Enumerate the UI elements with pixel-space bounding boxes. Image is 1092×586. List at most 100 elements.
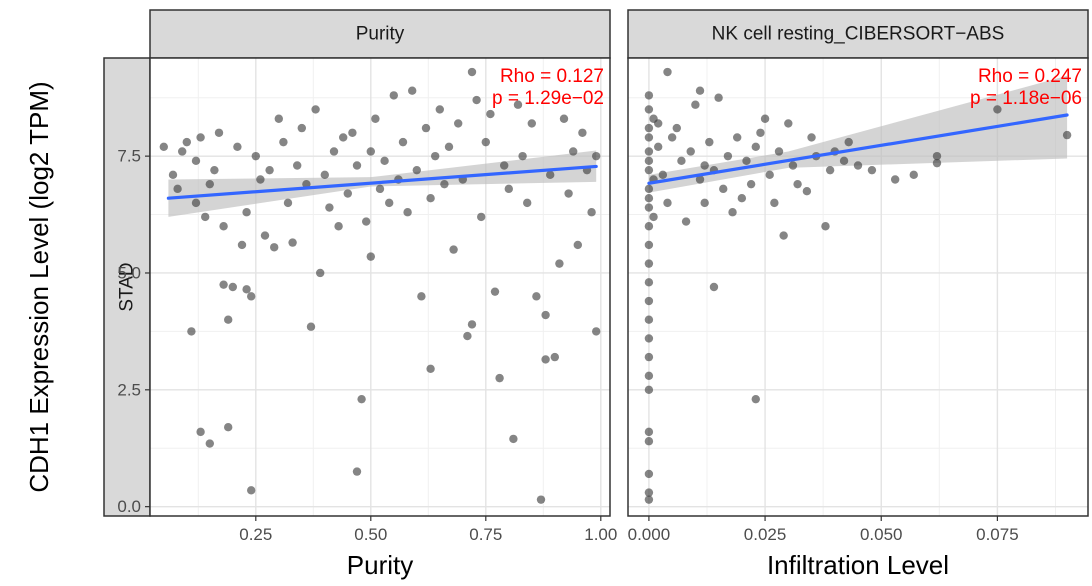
panel-purity-data-point: [196, 133, 205, 142]
panel-nk-cell-data-point: [644, 315, 654, 324]
panel-purity-data-point: [196, 427, 205, 437]
panel-purity-rho: Rho = 0.127: [500, 66, 604, 87]
panel-nk-cell-data-point: [658, 170, 668, 180]
panel-nk-cell-data-point: [788, 161, 798, 170]
panel-purity-data-point: [463, 331, 472, 341]
panel-nk-cell-data-point: [793, 179, 802, 189]
panel-nk-cell-data-point: [644, 203, 654, 212]
panel-nk-cell-x-tick-label: 0.025: [744, 525, 787, 544]
panel-purity-data-point: [559, 114, 569, 123]
panel-purity-data-point: [297, 123, 306, 133]
panel-purity-data-point: [343, 189, 352, 198]
panel-purity-data-point: [569, 147, 578, 156]
panel-nk-cell-data-point: [695, 86, 705, 95]
panel-purity-data-point: [357, 394, 366, 404]
panel-purity-data-point: [191, 198, 201, 208]
panel-nk-cell-data-point: [686, 147, 695, 156]
panel-purity-data-point: [417, 292, 426, 301]
panel-purity-data-point: [389, 91, 398, 100]
panel-purity-data-point: [168, 170, 178, 180]
panel-purity-data-point: [219, 280, 228, 289]
panel-purity-x-tick-label: 0.75: [469, 525, 502, 544]
y-tick-label: 7.5: [117, 147, 141, 166]
panel-purity-data-point: [541, 310, 550, 320]
panel-nk-cell-data-point: [654, 142, 663, 151]
panel-purity-x-tick-label: 0.25: [239, 525, 272, 544]
panel-purity-data-point: [339, 133, 348, 142]
panel-purity-data-point: [173, 184, 182, 194]
panel-purity-fit-line: [166, 164, 598, 200]
panel-purity-data-point: [403, 208, 412, 217]
panel-purity-data-point: [233, 142, 242, 151]
panel-purity-data-point: [426, 364, 435, 373]
panel-purity-data-point: [320, 170, 329, 180]
panel-purity-data-point: [536, 495, 546, 504]
panel-purity-data-point: [178, 147, 187, 156]
panel-purity-data-point: [500, 161, 509, 170]
y-tick-label: 0.0: [117, 497, 141, 516]
panel-purity-x-tick-label: 1.00: [584, 525, 617, 544]
panel-nk-cell-data-point: [770, 198, 779, 208]
panel-strip-purity-label: Purity: [356, 24, 405, 45]
panel-nk-cell-data-point: [644, 278, 654, 287]
panel-nk-cell-data-point: [821, 222, 830, 231]
panel-purity-data-point: [532, 292, 541, 301]
panel-purity-data-point: [237, 240, 247, 250]
panel-purity-data-point: [251, 151, 260, 161]
panel-purity-data-point: [435, 105, 444, 114]
panel-purity-data-point: [523, 198, 532, 208]
panel-nk-cell-data-point: [644, 385, 654, 395]
panel-strip-nk-cell: [627, 9, 1089, 59]
panel-purity-data-point: [283, 198, 293, 208]
panel-nk-cell-data-point: [644, 156, 654, 166]
panel-nk-cell-data-point: [700, 198, 709, 208]
panel-nk-cell-data-point: [807, 133, 816, 142]
panel-purity-data-point: [316, 268, 325, 278]
panel-nk-cell-data-point: [751, 394, 760, 404]
panel-purity-data-point: [385, 198, 394, 208]
panel-nk-cell-border: [627, 57, 1089, 517]
panel-nk-cell-data-point: [774, 147, 784, 156]
point-layer: [159, 67, 1072, 504]
panel-nk-cell-data-point: [644, 469, 654, 479]
fit-line-layer: [166, 113, 1069, 200]
panel-nk-cell-data-point: [644, 352, 654, 362]
panel-nk-cell-data-point: [932, 151, 942, 161]
panel-purity-data-point: [242, 208, 251, 217]
panel-purity-data-point: [472, 95, 481, 105]
panel-nk-cell-data-point: [644, 495, 654, 504]
panel-purity-data-point: [182, 137, 191, 147]
panel-purity-data-point: [518, 151, 527, 161]
panel-nk-cell-data-point: [853, 161, 863, 170]
panel-nk-cell-data-point: [644, 184, 654, 194]
panel-nk-cell-data-point: [644, 371, 654, 380]
panel-nk-cell-rho: Rho = 0.247: [978, 66, 1082, 87]
panel-purity-data-point: [449, 245, 458, 254]
panel-purity-pvalue: p = 1.29e−02: [492, 88, 604, 109]
panel-purity-data-point: [481, 137, 490, 147]
panel-purity-data-point: [527, 119, 536, 128]
panel-nk-cell-pvalue: p = 1.18e−06: [970, 88, 1082, 109]
panel-nk-cell-data-point: [644, 488, 654, 497]
panel-purity-data-point: [490, 287, 500, 296]
panel-purity-data-point: [279, 137, 288, 147]
panel-purity-data-point: [270, 243, 279, 252]
panel-purity-data-point: [592, 151, 601, 161]
panel-purity-data-point: [265, 165, 274, 175]
panel-nk-cell-data-point: [644, 194, 654, 203]
panel-purity-border: [149, 57, 611, 517]
panel-nk-cell-data-point: [890, 175, 900, 184]
panel-nk-cell-x-tick-label: 0.000: [628, 525, 671, 544]
panel-purity-data-point: [592, 327, 601, 336]
panel-purity-data-point: [329, 147, 339, 156]
panel-purity-data-point: [366, 252, 375, 261]
panel-nk-cell-data-point: [644, 147, 654, 156]
panel-purity-data-point: [352, 161, 362, 170]
panel-nk-cell-data-point: [756, 128, 765, 137]
panel-purity-data-point: [467, 67, 477, 77]
axis-layer: 0.0 2.5 5.0 7.5 0.25 0.50 0.75 1.00 0.000 0.025 0.…: [117, 147, 1018, 544]
panel-nk-cell-data-point: [751, 142, 760, 151]
panel-purity-data-point: [509, 434, 518, 444]
panel-purity-data-point: [247, 292, 256, 301]
row-strip: [103, 57, 151, 517]
